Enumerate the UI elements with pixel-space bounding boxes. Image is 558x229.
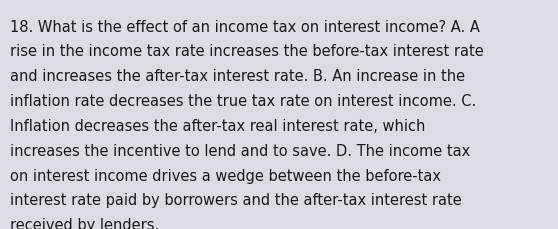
Text: rise in the income tax rate increases the before-tax interest rate: rise in the income tax rate increases th…	[10, 44, 484, 59]
Text: and increases the after-tax interest rate. B. An increase in the: and increases the after-tax interest rat…	[10, 69, 465, 84]
Text: received by lenders.: received by lenders.	[10, 217, 159, 229]
Text: 18. What is the effect of an income tax on interest income? A. A: 18. What is the effect of an income tax …	[10, 19, 480, 34]
Text: inflation rate decreases the true tax rate on interest income. C.: inflation rate decreases the true tax ra…	[10, 94, 477, 109]
Text: increases the incentive to lend and to save. D. The income tax: increases the incentive to lend and to s…	[10, 143, 470, 158]
Text: Inflation decreases the after-tax real interest rate, which: Inflation decreases the after-tax real i…	[10, 118, 425, 133]
Text: interest rate paid by borrowers and the after-tax interest rate: interest rate paid by borrowers and the …	[10, 193, 462, 207]
Text: on interest income drives a wedge between the before-tax: on interest income drives a wedge betwee…	[10, 168, 441, 183]
